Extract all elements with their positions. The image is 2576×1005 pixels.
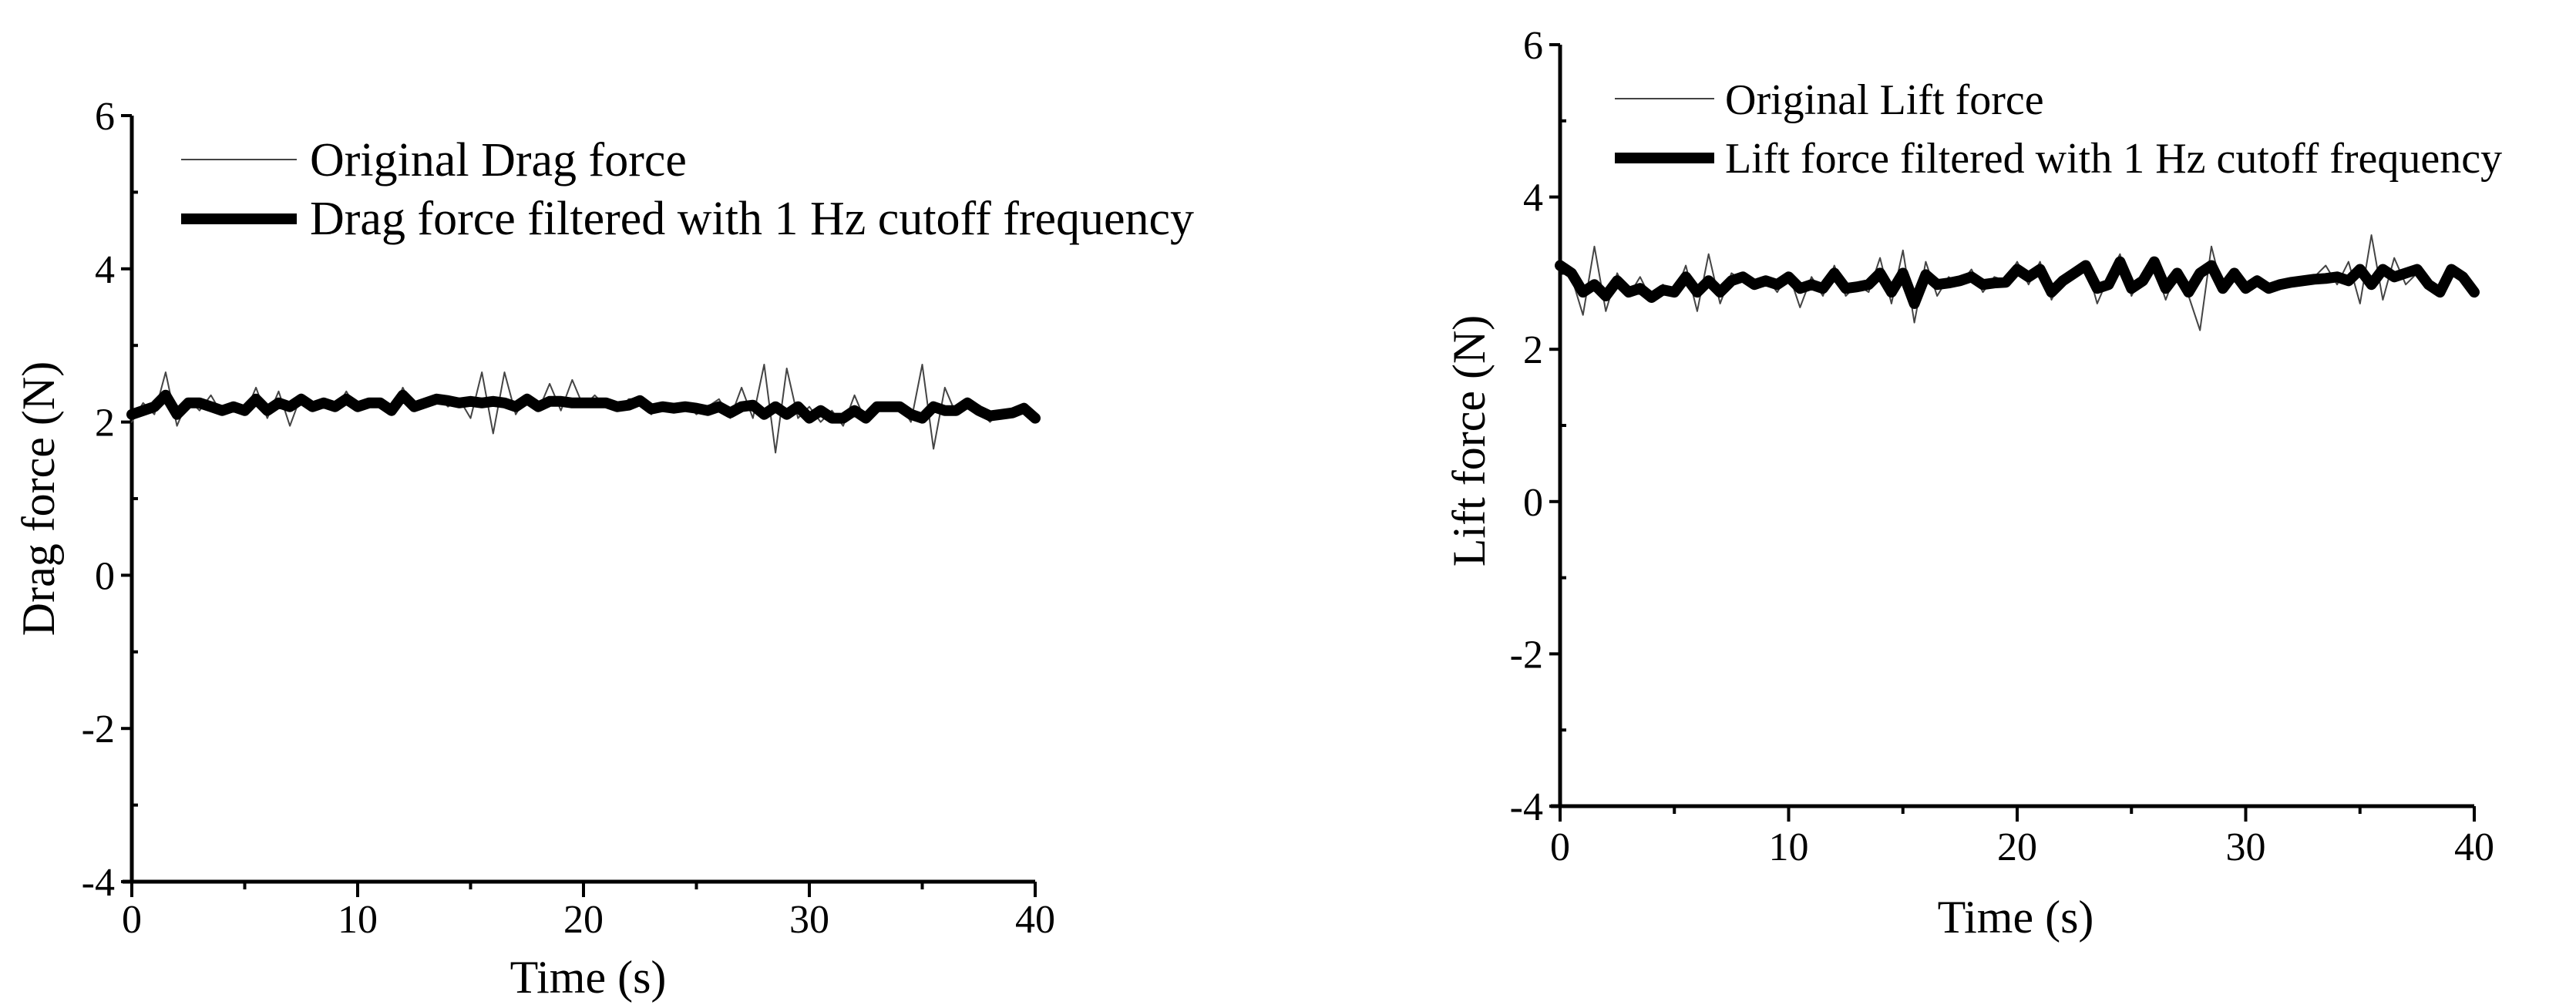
legend-label-filtered: Lift force filtered with 1 Hz cutoff fre… (1725, 135, 2502, 183)
x-tick-label: 30 (789, 898, 829, 942)
legend-label-original: Original Drag force (310, 134, 687, 187)
x-tick-label: 30 (2226, 825, 2266, 869)
lift-force-chart: Lift force (N) Time (s) Original Lift fo… (1444, 24, 2502, 943)
y-tick-label: 0 (95, 554, 115, 598)
x-tick-label: 20 (1997, 825, 2037, 869)
y-tick-label: -2 (82, 708, 115, 751)
y-tick-label: 4 (1523, 176, 1543, 220)
x-tick-label: 20 (563, 898, 604, 942)
filtered-series-line (1555, 256, 2480, 309)
x-tick-label: 10 (1769, 825, 1809, 869)
x-axis-label: Time (s) (1938, 892, 2094, 943)
drag-force-chart: Drag force (N) Time (s) Original Drag fo… (13, 95, 1194, 1003)
y-tick-label: 2 (95, 402, 115, 445)
y-tick-label: 6 (1523, 24, 1543, 68)
y-tick-label: 6 (95, 95, 115, 139)
x-tick-label: 10 (338, 898, 378, 942)
x-tick-label: 40 (1015, 898, 1055, 942)
original-series-line (1559, 234, 2475, 331)
y-tick-label: -2 (1510, 633, 1543, 677)
y-tick-label: -4 (82, 861, 115, 905)
y-axis-label: Drag force (N) (13, 361, 64, 636)
filtered-series-line (126, 389, 1041, 424)
y-axis-label: Lift force (N) (1444, 315, 1495, 566)
x-axis-label: Time (s) (510, 952, 667, 1003)
y-tick-label: -4 (1510, 785, 1543, 829)
x-tick-label: 0 (122, 898, 142, 942)
x-tick-label: 40 (2454, 825, 2494, 869)
y-tick-label: 4 (95, 248, 115, 292)
y-tick-label: 0 (1523, 481, 1543, 525)
x-tick-label: 0 (1550, 825, 1570, 869)
legend-label-original: Original Lift force (1725, 76, 2044, 124)
y-tick-label: 2 (1523, 328, 1543, 372)
legend-label-filtered: Drag force filtered with 1 Hz cutoff fre… (310, 193, 1194, 245)
